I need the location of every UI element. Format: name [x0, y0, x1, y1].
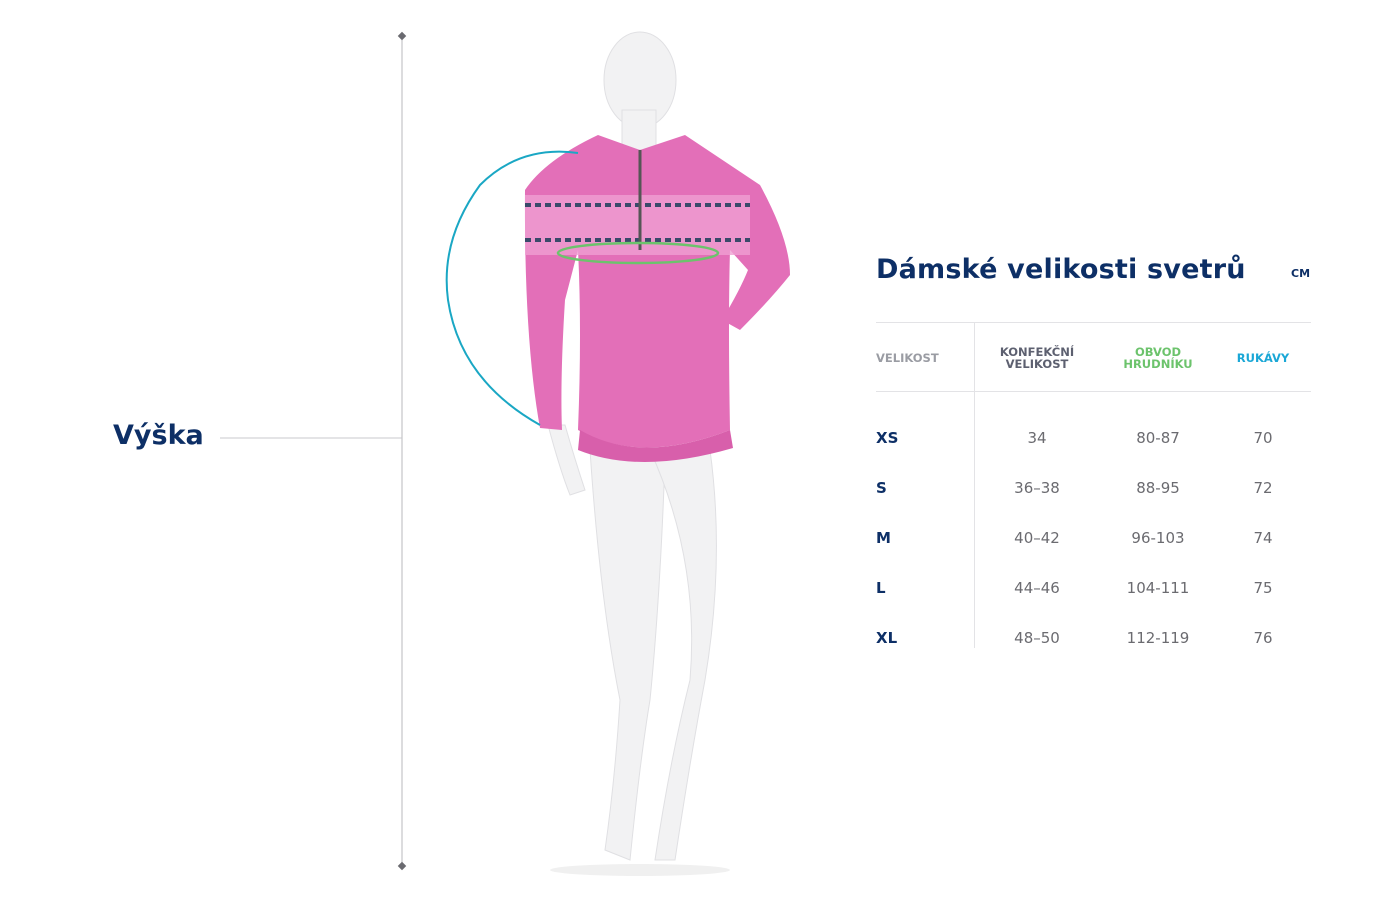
- header-dress-size: KONFEKČNÍ VELIKOST: [999, 345, 1075, 371]
- height-measure-line: [220, 31, 407, 871]
- cell-dress-size: 40–42: [1014, 529, 1060, 547]
- cell-size: S: [876, 479, 887, 497]
- cell-dress-size: 44–46: [1014, 579, 1060, 597]
- table-row: L 44–46 104-111 75: [876, 563, 1311, 613]
- chart-title: Dámské velikosti svetrů: [876, 254, 1246, 285]
- header-size: VELIKOST: [876, 351, 939, 365]
- sleeve-length-curve: [445, 150, 579, 426]
- sweater: [524, 135, 790, 463]
- table-row: XL 48–50 112-119 76: [876, 613, 1311, 663]
- cell-sleeves: 74: [1253, 529, 1273, 547]
- size-table: VELIKOST KONFEKČNÍ VELIKOST OBVOD HRUDNÍ…: [876, 322, 1311, 663]
- cell-chest: 96-103: [1131, 529, 1185, 547]
- cell-size: XS: [876, 429, 899, 447]
- cell-dress-size: 48–50: [1014, 629, 1060, 647]
- mannequin: [547, 31, 717, 861]
- cell-dress-size: 36–38: [1014, 479, 1060, 497]
- cell-sleeves: 72: [1253, 479, 1273, 497]
- table-header: VELIKOST KONFEKČNÍ VELIKOST OBVOD HRUDNÍ…: [876, 322, 1311, 392]
- table-row: S 36–38 88-95 72: [876, 463, 1311, 513]
- cell-size: L: [876, 579, 886, 597]
- table-row: M 40–42 96-103 74: [876, 513, 1311, 563]
- cell-sleeves: 75: [1253, 579, 1273, 597]
- cell-chest: 88-95: [1136, 479, 1180, 497]
- chest-circumference-ellipse: [556, 241, 720, 265]
- header-chest: OBVOD HRUDNÍKU: [1123, 345, 1193, 371]
- header-sleeves: RUKÁVY: [1236, 351, 1290, 365]
- cell-chest: 104-111: [1126, 579, 1190, 597]
- height-label: Výška: [113, 420, 204, 451]
- table-row: XS 34 80-87 70: [876, 413, 1311, 463]
- cell-sleeves: 70: [1253, 429, 1273, 447]
- cell-size: M: [876, 529, 891, 547]
- unit-label: CM: [1291, 267, 1311, 280]
- cell-sleeves: 76: [1253, 629, 1273, 647]
- cell-chest: 112-119: [1126, 629, 1190, 647]
- column-divider: [974, 322, 975, 648]
- cell-chest: 80-87: [1136, 429, 1180, 447]
- cell-size: XL: [876, 629, 898, 647]
- cell-dress-size: 34: [1027, 429, 1047, 447]
